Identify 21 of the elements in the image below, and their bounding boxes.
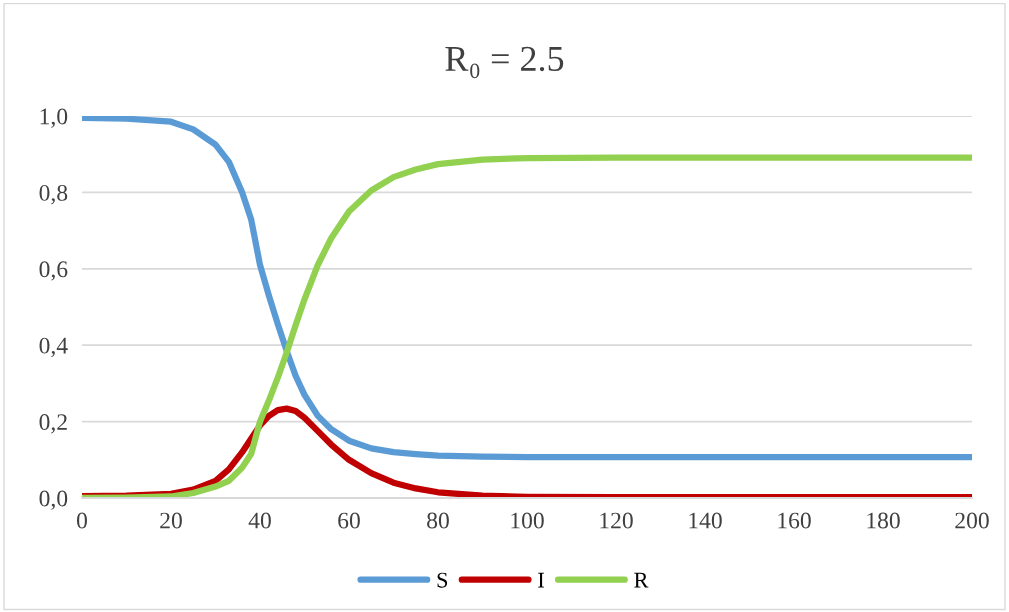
x-tick-label: 20 (160, 512, 182, 529)
y-tick-label: 0,4 (39, 337, 68, 358)
x-tick-label: 120 (600, 512, 633, 529)
legend-label: S (437, 572, 448, 588)
y-tick-label: 0,6 (39, 261, 68, 281)
x-tick-label: 0 (77, 512, 87, 529)
y-tick-label: 0,8 (39, 184, 68, 205)
x-tick-label: 80 (427, 512, 449, 529)
y-tick-label: 0,0 (39, 490, 68, 510)
x-tick-label: 200 (955, 512, 989, 529)
chart-title: R₀ = 2.5 (445, 46, 564, 79)
x-tick-label: 180 (867, 512, 900, 529)
x-tick-label: 40 (248, 512, 271, 529)
legend-label: R (634, 572, 649, 588)
x-tick-label: 140 (689, 512, 722, 529)
y-tick-label: 1,0 (40, 108, 68, 128)
legend-label: I (538, 572, 544, 588)
x-tick-label: 60 (338, 512, 360, 529)
y-tick-label: 0,2 (39, 414, 67, 434)
x-tick-label: 160 (778, 512, 811, 529)
x-tick-label: 100 (511, 512, 544, 529)
